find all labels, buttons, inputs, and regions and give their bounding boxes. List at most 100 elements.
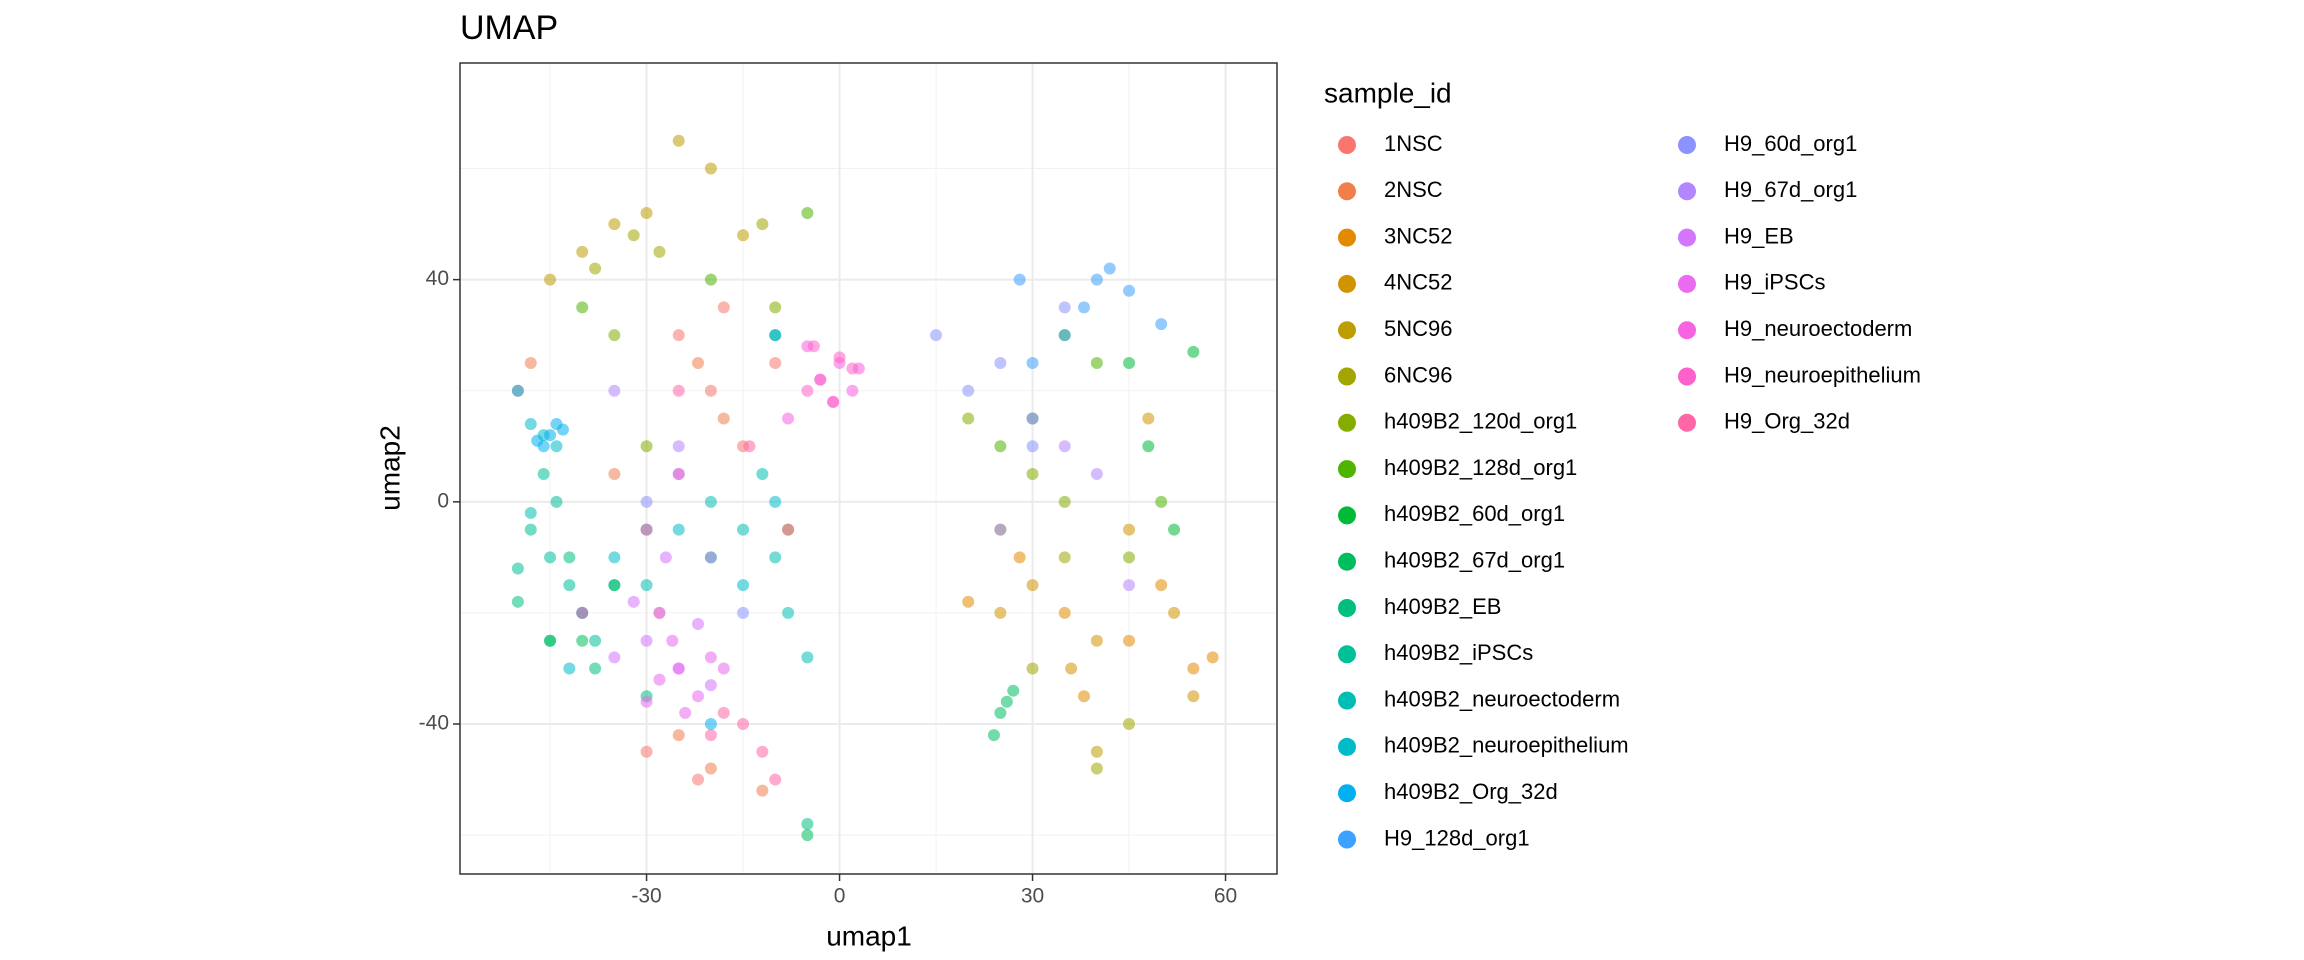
point xyxy=(1090,634,1103,647)
legend-label: H9_neuroepithelium xyxy=(1724,362,1921,387)
legend-title: sample_id xyxy=(1324,77,1452,108)
point xyxy=(962,595,975,608)
point xyxy=(756,784,769,797)
point xyxy=(1123,634,1136,647)
point xyxy=(769,356,782,369)
legend-label: h409B2_128d_org1 xyxy=(1384,455,1577,480)
point xyxy=(717,301,730,314)
point xyxy=(550,440,563,453)
point xyxy=(1058,301,1071,314)
point xyxy=(704,495,717,508)
x-tick-label: -30 xyxy=(631,885,661,908)
legend-swatch xyxy=(1338,136,1356,154)
point xyxy=(704,762,717,775)
point xyxy=(640,695,653,708)
x-tick-label: 60 xyxy=(1214,885,1237,908)
point xyxy=(563,662,576,675)
point xyxy=(1026,440,1039,453)
point xyxy=(589,634,602,647)
chart-title: UMAP xyxy=(460,9,558,47)
point xyxy=(737,229,750,242)
point xyxy=(524,418,537,431)
point xyxy=(807,340,820,353)
point xyxy=(511,384,524,397)
point xyxy=(1103,262,1116,275)
point xyxy=(704,384,717,397)
point xyxy=(1187,662,1200,675)
point xyxy=(1206,651,1219,664)
point xyxy=(769,495,782,508)
point xyxy=(743,440,756,453)
legend-label: H9_EB xyxy=(1724,223,1794,248)
point xyxy=(1090,356,1103,369)
point xyxy=(608,651,621,664)
point xyxy=(717,412,730,425)
point xyxy=(782,523,795,536)
y-tick-label: 0 xyxy=(437,489,449,512)
point xyxy=(704,551,717,564)
point xyxy=(962,384,975,397)
point xyxy=(1090,468,1103,481)
point xyxy=(537,440,550,453)
point xyxy=(544,551,557,564)
point xyxy=(801,651,814,664)
point xyxy=(987,729,1000,742)
point xyxy=(846,384,859,397)
axes: -30 0 30 60 -40 0 40 xyxy=(419,267,1238,907)
point xyxy=(833,351,846,364)
point xyxy=(672,523,685,536)
point xyxy=(576,606,589,619)
point xyxy=(672,329,685,342)
point xyxy=(1123,579,1136,592)
point xyxy=(1026,662,1039,675)
point xyxy=(659,551,672,564)
y-axis-label: umap2 xyxy=(374,425,405,511)
point xyxy=(576,634,589,647)
legend-swatch xyxy=(1678,182,1696,201)
point xyxy=(1078,301,1091,314)
point xyxy=(1090,745,1103,758)
point xyxy=(640,634,653,647)
legend-label: H9_67d_org1 xyxy=(1724,177,1857,202)
point xyxy=(1187,345,1200,358)
point xyxy=(653,245,666,258)
point xyxy=(704,718,717,731)
point xyxy=(576,301,589,314)
point xyxy=(1123,718,1136,731)
point xyxy=(511,562,524,575)
point xyxy=(756,468,769,481)
point xyxy=(1026,468,1039,481)
legend-swatch xyxy=(1338,506,1356,525)
point xyxy=(653,673,666,686)
point xyxy=(737,523,750,536)
point xyxy=(756,218,769,231)
panel-border xyxy=(459,62,1278,875)
point xyxy=(1058,606,1071,619)
point xyxy=(737,718,750,731)
point xyxy=(1090,273,1103,286)
x-tick-label: 30 xyxy=(1021,885,1044,908)
point xyxy=(524,506,537,519)
point xyxy=(717,662,730,675)
point xyxy=(769,329,782,342)
point xyxy=(769,301,782,314)
legend-label: H9_128d_org1 xyxy=(1384,825,1530,850)
point xyxy=(994,356,1007,369)
point xyxy=(782,412,795,425)
legend-swatch xyxy=(1338,737,1356,756)
point xyxy=(627,595,640,608)
point xyxy=(717,706,730,719)
point xyxy=(608,384,621,397)
point xyxy=(1090,762,1103,775)
point xyxy=(1058,551,1071,564)
point xyxy=(544,273,557,286)
point xyxy=(672,440,685,453)
legend-label: 5NC96 xyxy=(1384,316,1452,341)
point xyxy=(704,162,717,175)
legend-swatch xyxy=(1338,182,1356,201)
point xyxy=(1123,551,1136,564)
point xyxy=(1168,606,1181,619)
point xyxy=(589,262,602,275)
point xyxy=(672,662,685,675)
